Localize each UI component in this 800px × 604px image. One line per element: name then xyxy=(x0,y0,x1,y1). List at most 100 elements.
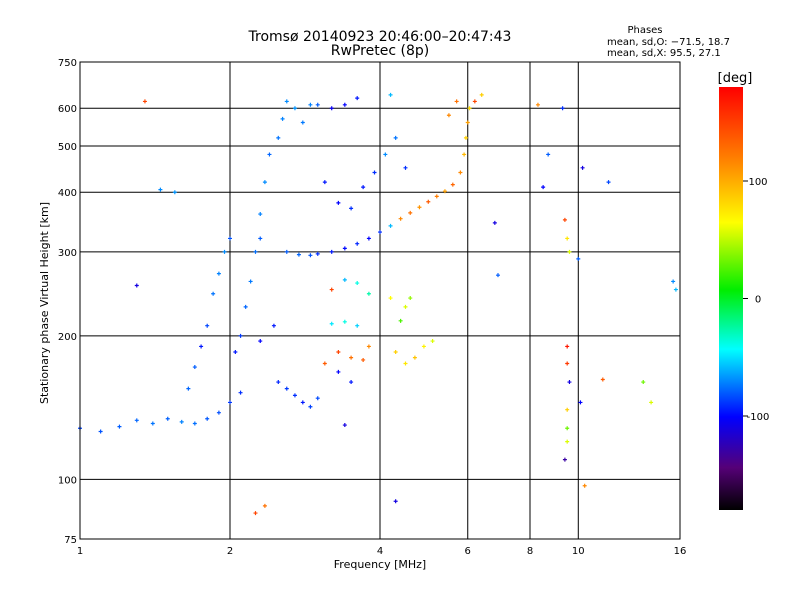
data-point xyxy=(349,206,354,211)
data-point xyxy=(342,102,347,107)
data-point xyxy=(641,380,646,385)
data-point xyxy=(398,216,403,221)
data-point xyxy=(262,503,267,508)
data-points xyxy=(78,92,678,516)
data-point xyxy=(329,106,334,111)
data-point xyxy=(462,152,467,157)
data-point xyxy=(258,339,263,344)
data-point xyxy=(421,344,426,349)
data-point xyxy=(238,333,243,338)
data-point xyxy=(253,511,258,516)
data-point xyxy=(408,210,413,215)
data-point xyxy=(300,400,305,405)
data-point xyxy=(673,287,678,292)
data-point xyxy=(366,344,371,349)
data-point xyxy=(216,410,221,415)
colorbar xyxy=(719,87,743,510)
data-point xyxy=(565,236,570,241)
colorbar-ticks: 100 0 -100 xyxy=(743,177,769,423)
data-point xyxy=(308,404,313,409)
data-point xyxy=(417,205,422,210)
data-point xyxy=(342,319,347,324)
data-point xyxy=(434,194,439,199)
data-point xyxy=(580,165,585,170)
stats-line-x: mean, sd,X: 95.5, 27.1 xyxy=(607,48,721,59)
data-point xyxy=(284,99,289,104)
data-point xyxy=(562,457,567,462)
grid-lines xyxy=(80,62,680,539)
y-tick-label: 100 xyxy=(58,475,77,486)
data-point xyxy=(565,361,570,366)
data-point xyxy=(361,185,366,190)
data-point xyxy=(300,120,305,125)
data-point xyxy=(535,102,540,107)
data-point xyxy=(361,357,366,362)
colorbar-label: [deg] xyxy=(718,71,753,86)
x-tick-label: 4 xyxy=(377,546,383,557)
data-point xyxy=(192,365,197,370)
x-tick-label: 6 xyxy=(465,546,471,557)
colorbar-tick-label: 0 xyxy=(755,295,761,306)
x-tick-label: 2 xyxy=(227,546,233,557)
data-point xyxy=(186,386,191,391)
data-point xyxy=(565,407,570,412)
data-point xyxy=(467,106,472,111)
data-point xyxy=(243,304,248,309)
data-point xyxy=(412,355,417,360)
data-point xyxy=(296,252,301,257)
data-point xyxy=(355,281,360,286)
data-point xyxy=(315,251,320,256)
data-point xyxy=(355,323,360,328)
data-point xyxy=(378,230,382,235)
data-point xyxy=(199,344,204,349)
data-point xyxy=(172,190,177,195)
data-point xyxy=(276,135,281,140)
x-axis-label: Frequency [MHz] xyxy=(334,558,426,571)
data-point xyxy=(567,380,572,385)
data-point xyxy=(179,419,184,424)
data-point xyxy=(393,499,398,504)
data-point xyxy=(355,241,360,246)
data-point xyxy=(383,152,388,157)
data-point xyxy=(211,291,216,296)
data-point xyxy=(606,180,611,185)
data-point xyxy=(308,102,313,107)
data-point xyxy=(192,421,197,426)
data-point xyxy=(388,223,393,228)
data-point xyxy=(336,349,341,354)
x-tick-label: 16 xyxy=(674,546,687,557)
y-tick-label: 500 xyxy=(58,142,77,153)
data-point xyxy=(582,483,587,488)
data-point xyxy=(349,355,354,360)
data-point xyxy=(228,400,232,405)
data-point xyxy=(253,249,258,254)
data-point xyxy=(567,249,572,254)
data-point xyxy=(600,377,605,382)
data-point xyxy=(465,120,470,125)
data-point xyxy=(292,106,297,111)
data-point xyxy=(284,249,289,254)
data-point xyxy=(142,99,147,104)
data-point xyxy=(222,249,227,254)
data-point xyxy=(315,102,320,107)
data-point xyxy=(258,212,263,217)
data-point xyxy=(403,361,408,366)
data-point xyxy=(308,253,313,258)
data-point xyxy=(393,349,398,354)
y-tick-label: 200 xyxy=(58,332,77,343)
data-point xyxy=(228,236,232,241)
data-point xyxy=(576,256,581,261)
data-point xyxy=(329,249,334,254)
data-point xyxy=(495,273,500,278)
y-axis-label: Stationary phase Virtual Height [km] xyxy=(38,202,51,404)
data-point xyxy=(454,99,459,104)
data-point xyxy=(430,339,435,344)
data-point xyxy=(280,116,285,121)
data-point xyxy=(408,296,413,301)
data-point xyxy=(134,418,139,423)
data-point xyxy=(349,380,354,385)
data-point xyxy=(565,426,570,431)
data-point xyxy=(165,416,170,421)
data-point xyxy=(322,180,327,185)
